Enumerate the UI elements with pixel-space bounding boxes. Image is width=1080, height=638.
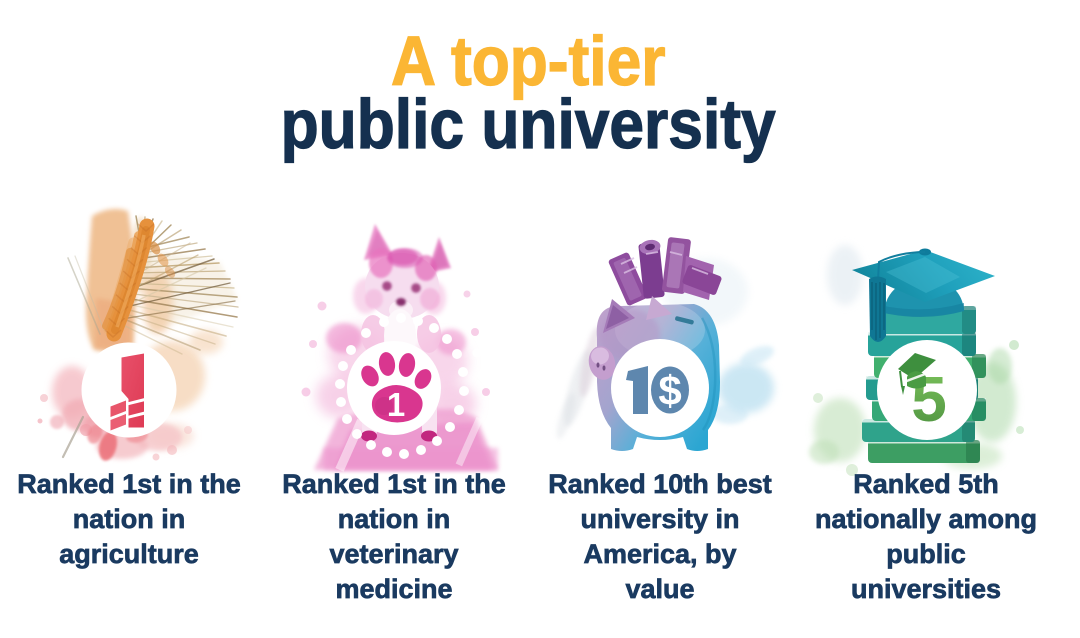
svg-text:$: $	[658, 367, 681, 414]
svg-text:1: 1	[387, 386, 405, 423]
